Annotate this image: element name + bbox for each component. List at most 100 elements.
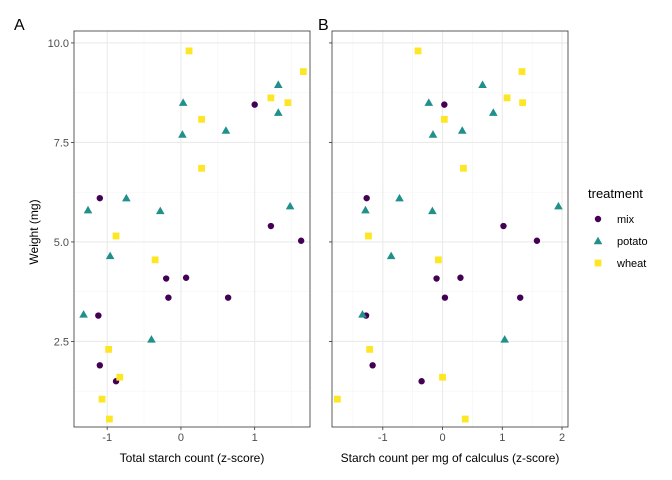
y-tick-label: 5.0 bbox=[54, 237, 69, 249]
data-point-potato bbox=[273, 80, 283, 88]
data-point-wheat bbox=[519, 99, 526, 107]
data-point-potato bbox=[358, 310, 367, 318]
data-point-potato bbox=[424, 98, 434, 106]
data-point-mix bbox=[96, 194, 104, 202]
x-axis-title: Total starch count (z-score) bbox=[120, 451, 265, 465]
y-tick-label: 2.5 bbox=[54, 336, 69, 348]
data-point-mix bbox=[96, 362, 104, 369]
data-point-potato bbox=[178, 130, 187, 138]
data-point-potato bbox=[478, 80, 487, 88]
data-point-potato bbox=[155, 206, 165, 215]
data-point-potato bbox=[554, 201, 563, 210]
data-point-wheat bbox=[98, 395, 106, 403]
data-point-mix bbox=[267, 222, 275, 230]
legend-label: mix bbox=[617, 214, 635, 226]
data-point-wheat bbox=[434, 256, 442, 264]
data-point-potato bbox=[79, 310, 88, 318]
data-point-potato bbox=[273, 108, 283, 116]
data-point-mix bbox=[457, 274, 464, 281]
data-point-wheat bbox=[112, 232, 120, 240]
panel-background bbox=[332, 31, 568, 427]
y-tick-label: 10.0 bbox=[48, 38, 69, 50]
x-tick-label: -1 bbox=[378, 432, 388, 444]
data-point-mix bbox=[251, 101, 258, 108]
legend: treatment mix potato wheat bbox=[588, 186, 648, 270]
data-point-wheat bbox=[366, 345, 374, 353]
data-point-mix bbox=[533, 237, 541, 244]
data-point-mix bbox=[517, 294, 524, 301]
data-point-potato bbox=[428, 206, 437, 215]
legend-item-wheat: wheat bbox=[594, 258, 646, 270]
x-tick-label: 0 bbox=[178, 432, 184, 444]
data-point-mix bbox=[500, 222, 507, 230]
data-point-mix bbox=[224, 294, 232, 301]
data-point-wheat bbox=[439, 373, 446, 381]
data-point-mix bbox=[297, 237, 305, 244]
data-point-mix bbox=[369, 362, 376, 369]
legend-item-mix: mix bbox=[594, 214, 635, 226]
x-tick-label: 1 bbox=[499, 432, 505, 444]
panel-b: -1 0 1 2 Starch count per mg of calculus (z-… bbox=[318, 17, 569, 465]
data-point-wheat bbox=[365, 232, 372, 240]
x-tick-label: -1 bbox=[102, 432, 112, 444]
data-point-wheat bbox=[185, 47, 193, 55]
x-axis-title: Starch count per mg of calculus (z-score… bbox=[341, 451, 560, 465]
data-point-wheat bbox=[198, 164, 205, 172]
panel-border bbox=[73, 30, 311, 428]
y-axis-title: Weight (mg) bbox=[27, 199, 41, 264]
data-point-wheat bbox=[461, 415, 469, 423]
data-point-mix bbox=[433, 275, 440, 282]
data-point-potato bbox=[285, 201, 295, 210]
panel-a: -1 0 1 2.5 5.0 7.5 10.0 Total starch count (z-s… bbox=[14, 17, 311, 465]
data-point-potato bbox=[500, 335, 509, 343]
data-point-mix bbox=[441, 101, 448, 108]
data-point-potato bbox=[395, 193, 404, 202]
data-point-wheat bbox=[105, 345, 113, 353]
x-tick-label: 2 bbox=[559, 432, 565, 444]
x-tick-label: 0 bbox=[439, 432, 445, 444]
data-point-potato bbox=[489, 108, 498, 116]
legend-item-potato: potato bbox=[593, 236, 648, 248]
data-point-mix bbox=[165, 294, 172, 301]
panel-tag: B bbox=[318, 17, 329, 34]
data-point-potato bbox=[221, 126, 231, 134]
data-point-wheat bbox=[106, 415, 113, 423]
data-point-potato bbox=[83, 205, 93, 214]
x-tick-label: 1 bbox=[252, 432, 258, 444]
data-point-potato bbox=[122, 193, 131, 202]
data-point-potato bbox=[386, 251, 396, 260]
data-point-mix bbox=[95, 312, 102, 319]
panel-tag: A bbox=[14, 17, 25, 34]
data-point-wheat bbox=[518, 68, 526, 75]
panel-border bbox=[331, 30, 569, 428]
data-point-wheat bbox=[503, 94, 511, 102]
y-tick-label: 7.5 bbox=[54, 137, 69, 149]
data-point-wheat bbox=[460, 164, 467, 172]
legend-title: treatment bbox=[588, 186, 643, 201]
data-point-mix bbox=[418, 378, 425, 385]
panel-background bbox=[74, 31, 310, 427]
data-point-wheat bbox=[284, 99, 292, 107]
data-point-potato bbox=[178, 98, 188, 106]
data-point-mix bbox=[182, 274, 190, 281]
data-point-potato bbox=[457, 126, 467, 134]
data-point-mix bbox=[441, 294, 449, 301]
data-point-potato bbox=[147, 335, 156, 343]
legend-key-potato bbox=[593, 236, 603, 245]
legend-label: wheat bbox=[616, 258, 646, 270]
data-point-wheat bbox=[299, 68, 307, 75]
data-point-mix bbox=[363, 194, 370, 202]
data-point-wheat bbox=[333, 395, 341, 403]
legend-label: potato bbox=[617, 236, 648, 248]
legend-key-wheat bbox=[594, 259, 602, 267]
data-point-potato bbox=[428, 130, 438, 138]
data-point-wheat bbox=[151, 256, 159, 264]
data-point-wheat bbox=[267, 94, 275, 102]
data-point-potato bbox=[361, 205, 370, 214]
data-point-wheat bbox=[116, 373, 124, 381]
legend-key-mix bbox=[594, 215, 602, 223]
data-point-wheat bbox=[440, 115, 448, 123]
data-point-wheat bbox=[414, 47, 422, 55]
data-point-wheat bbox=[198, 115, 205, 123]
